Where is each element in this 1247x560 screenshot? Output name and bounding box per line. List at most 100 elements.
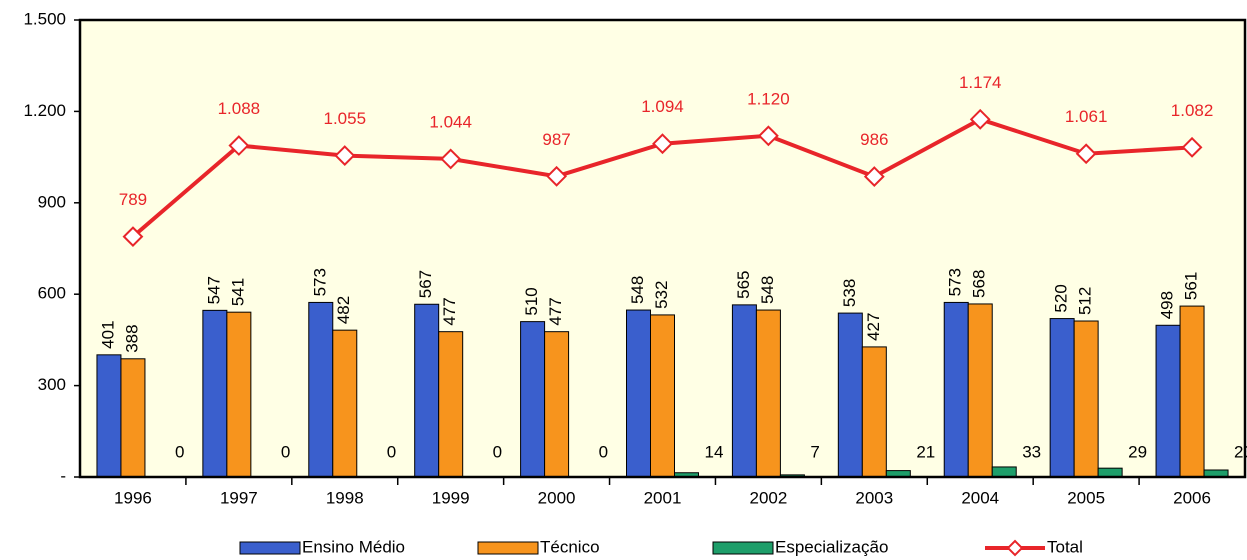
value-label: 1.082 <box>1171 101 1214 120</box>
x-tick-label: 2004 <box>961 488 999 507</box>
value-label: 548 <box>758 276 777 304</box>
y-tick-label: - <box>60 466 66 485</box>
bar <box>414 303 440 478</box>
bar <box>544 331 570 478</box>
bar <box>626 309 651 478</box>
bar <box>96 354 122 478</box>
bar <box>1179 305 1205 478</box>
value-label: 0 <box>599 442 608 461</box>
value-label: 573 <box>310 268 329 296</box>
marker <box>122 226 144 248</box>
value-label: 14 <box>705 442 724 461</box>
bar <box>731 304 757 478</box>
bar <box>861 346 887 478</box>
x-tick-label: 2000 <box>538 488 576 507</box>
value-label: 512 <box>1076 287 1095 315</box>
value-label: 567 <box>416 270 435 298</box>
x-tick-label: 1996 <box>114 488 152 507</box>
value-label: 1.094 <box>641 97 684 116</box>
value-label: 1.120 <box>747 89 790 108</box>
marker <box>440 148 462 170</box>
marker <box>334 145 356 166</box>
legend-swatch <box>477 541 539 555</box>
value-label: 987 <box>542 130 570 149</box>
value-label: 541 <box>228 278 247 306</box>
legend-swatch <box>712 541 774 555</box>
value-label: 547 <box>204 276 223 304</box>
value-label: 401 <box>98 320 117 348</box>
marker <box>1181 136 1203 158</box>
bar <box>943 301 969 478</box>
x-tick-label: 1997 <box>220 488 258 507</box>
value-label: 477 <box>546 297 565 325</box>
x-tick-label: 1998 <box>326 488 364 507</box>
bar <box>1073 320 1099 478</box>
marker <box>757 125 779 147</box>
value-label: 1.061 <box>1065 107 1108 126</box>
value-label: 568 <box>970 270 989 298</box>
value-label: 427 <box>864 313 883 341</box>
legend-label: Ensino Médio <box>302 537 405 556</box>
bar <box>1155 324 1181 478</box>
value-label: 388 <box>122 324 141 352</box>
value-label: 21 <box>916 442 935 461</box>
y-tick-label: 1.200 <box>23 101 66 120</box>
value-label: 0 <box>175 442 184 461</box>
bar <box>308 301 334 478</box>
bar <box>755 309 781 478</box>
value-label: 510 <box>522 287 541 315</box>
bar <box>202 309 228 478</box>
value-label: 565 <box>734 270 753 298</box>
legend-swatch <box>239 541 301 555</box>
value-label: 561 <box>1182 272 1201 300</box>
bar <box>438 331 464 478</box>
bar <box>991 466 1017 478</box>
legend-label: Especialização <box>775 537 888 556</box>
y-tick-label: 1.500 <box>23 9 66 28</box>
x-tick-label: 2005 <box>1067 488 1105 507</box>
value-label: 482 <box>334 296 353 324</box>
marker <box>228 135 250 156</box>
bar <box>650 314 675 478</box>
value-label: 0 <box>493 442 502 461</box>
plot-border <box>78 18 1247 479</box>
legend-marker <box>1006 539 1024 557</box>
bar <box>837 312 863 478</box>
marker <box>652 133 673 155</box>
value-label: 986 <box>860 130 888 149</box>
y-tick-label: 600 <box>38 284 66 303</box>
bar <box>332 329 358 478</box>
value-label: 1.088 <box>218 99 261 118</box>
x-tick-label: 2003 <box>855 488 893 507</box>
value-label: 1.055 <box>323 109 366 128</box>
bar <box>1097 467 1123 478</box>
legend-label: Total <box>1047 537 1083 556</box>
value-label: 33 <box>1022 442 1041 461</box>
value-label: 520 <box>1052 284 1071 312</box>
bar <box>1049 318 1075 478</box>
value-label: 477 <box>440 297 459 325</box>
marker <box>969 108 991 130</box>
x-tick-label: 2002 <box>749 488 787 507</box>
bar <box>120 358 146 478</box>
value-label: 789 <box>119 190 147 209</box>
value-label: 532 <box>652 281 671 309</box>
marker <box>863 166 885 188</box>
marker <box>546 165 568 187</box>
x-tick-label: 2006 <box>1173 488 1211 507</box>
y-tick-label: 900 <box>38 192 66 211</box>
value-label: 1.044 <box>429 112 472 131</box>
bar <box>967 303 993 478</box>
value-label: 1.174 <box>959 73 1002 92</box>
bar <box>520 321 546 478</box>
value-label: 0 <box>281 442 290 461</box>
value-label: 29 <box>1128 442 1147 461</box>
value-label: 0 <box>387 442 396 461</box>
value-label: 573 <box>946 268 965 296</box>
value-label: 498 <box>1158 291 1177 319</box>
value-label: 548 <box>628 276 647 304</box>
bar <box>226 311 252 478</box>
x-tick-label: 1999 <box>432 488 470 507</box>
legend-label: Técnico <box>540 537 600 556</box>
